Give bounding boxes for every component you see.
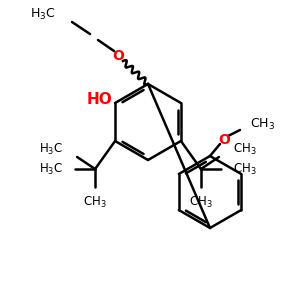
Text: CH$_3$: CH$_3$ — [233, 161, 256, 176]
Text: O: O — [112, 49, 124, 63]
Text: H$_3$C: H$_3$C — [39, 161, 63, 176]
Text: CH$_3$: CH$_3$ — [250, 116, 275, 131]
Text: O: O — [218, 133, 230, 147]
Text: CH$_3$: CH$_3$ — [189, 195, 213, 210]
Text: H$_3$C: H$_3$C — [30, 6, 56, 22]
Text: H$_3$C: H$_3$C — [39, 141, 63, 157]
Text: HO: HO — [86, 92, 112, 107]
Text: CH$_3$: CH$_3$ — [83, 195, 107, 210]
Text: CH$_3$: CH$_3$ — [233, 141, 256, 157]
